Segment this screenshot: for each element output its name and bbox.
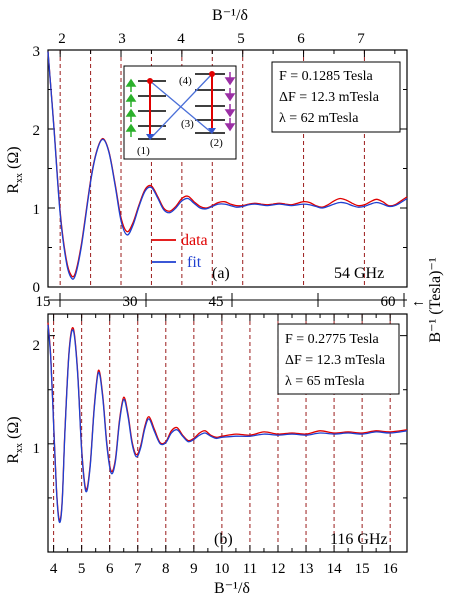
inset-node [147,78,153,84]
x-tick-label: 10 [214,561,229,577]
panel-a-series [47,51,408,280]
panel-b-frame [47,313,408,553]
panel-b-info-line: F = 0.2775 Tesla [285,332,380,347]
panel-a: 3 2 1 0 Rxx(Ω) B⁻¹/δ 2 3 4 5 6 7 15 30 4… [5,7,444,343]
inset-node [209,71,215,77]
spin-up-arrow-icon [125,78,137,92]
spin-down-arrow-icon [224,104,236,118]
panel-b-x-tick-labels: 4 5 6 7 8 9 10 11 12 13 14 15 16 [50,561,398,577]
panel-b-xlabel: B⁻¹/δ [214,580,250,597]
panel-a-dashed-guides [59,50,365,287]
spin-up-arrow-icon [125,93,137,107]
x-tick-label: 12 [270,561,285,577]
right-axis-label: B⁻¹ (Tesla)⁻¹ [427,257,444,343]
panel-b-info-line: ΔF = 12.3 mTesla [285,353,386,368]
series-line-fit [47,324,408,524]
panel-a-top-tick: 6 [297,31,305,47]
spin-down-arrow-icon [224,118,236,132]
panel-b-info-line: λ = 65 mTesla [285,374,365,389]
panel-a-bottom-tick: 60 [381,294,396,310]
panel-a-top-tick: 3 [118,31,126,47]
x-tick-label: 13 [299,561,314,577]
panel-b-frequency: 116 GHz [330,531,388,548]
panel-a-ytick: 1 [33,202,41,218]
legend-label-data: data [181,232,208,249]
series-line-fit [47,51,408,280]
spin-up-arrow-icon [125,108,137,122]
x-tick-label: 15 [355,561,370,577]
panel-b-ticks [48,314,407,553]
panel-a-bottom-tick: 30 [123,294,138,310]
panel-a-ytick: 2 [33,123,41,139]
legend-label-fit: fit [187,254,202,271]
inset-transition-blue [149,73,213,140]
panel-a-top-tick: 7 [357,31,365,47]
panel-b: 2 1 Rxx(Ω) 4 5 6 7 8 9 10 11 12 13 14 15 16 B⁻¹/δ F … [5,313,408,597]
x-tick-label: 9 [190,561,198,577]
panel-a-info-line: ΔF = 12.3 mTesla [279,90,380,105]
spin-up-arrow-icon [125,123,137,137]
x-tick-label: 7 [134,561,142,577]
panel-a-ytick: 0 [33,280,41,296]
spin-down-arrow-icon [224,88,236,102]
panel-a-label: (a) [212,265,230,282]
x-tick-label: 16 [383,561,399,577]
inset-label: (1) [137,145,150,157]
panel-a-top-tick: 4 [177,31,185,47]
panel-a-bottom-tick: 15 [36,294,51,310]
inset-label: (3) [181,118,194,130]
panel-b-ytick: 1 [33,441,41,457]
spin-down-arrow-icon [224,72,236,86]
inset-node-arrow [146,134,154,140]
panel-b-info-box [277,323,400,395]
inset-node-arrow [208,128,216,134]
x-tick-label: 8 [162,561,170,577]
panel-b-ytick: 2 [33,338,41,354]
panel-a-inset-diagram: (1) (2) (3) (4) [123,65,237,160]
panel-b-label: (b) [214,531,233,548]
panel-a-top-tick: 5 [237,31,245,47]
panel-a-info-line: λ = 62 mTesla [279,111,359,126]
panel-a-frequency: 54 GHz [334,265,384,282]
inset-label: (4) [179,75,192,87]
x-tick-label: 5 [78,561,86,577]
inset-label: (2) [210,137,223,149]
x-tick-label: 6 [106,561,114,577]
panel-b-series [47,322,408,524]
right-axis-arrow: ← [411,294,426,310]
panel-a-ylabel: Rxx(Ω) [5,146,25,193]
panel-a-top-tick: 2 [58,31,66,47]
panel-b-ylabel: Rxx(Ω) [5,416,25,463]
x-tick-label: 4 [50,561,58,577]
x-tick-label: 11 [243,561,257,577]
panel-a-info-line: F = 0.1285 Tesla [279,69,374,84]
panel-a-top-axis-label: B⁻¹/δ [212,7,248,24]
panel-a-ytick: 3 [33,44,41,60]
x-tick-label: 14 [327,561,343,577]
panel-a-ticks [48,49,407,288]
panel-a-info-box [271,61,401,133]
panel-a-bottom-tick: 45 [209,294,224,310]
